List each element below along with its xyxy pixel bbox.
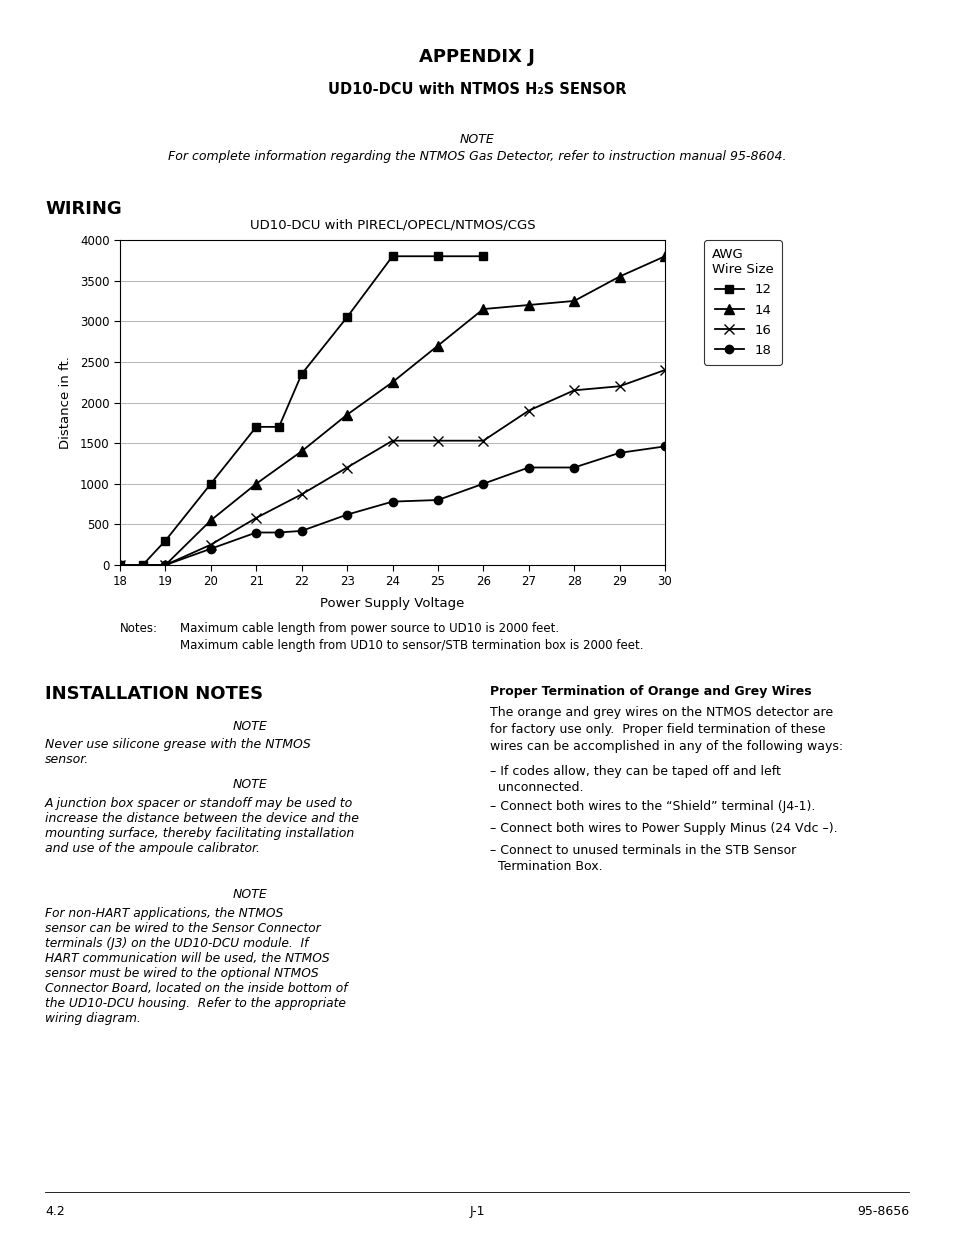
Y-axis label: Distance in ft.: Distance in ft. bbox=[58, 356, 71, 450]
Legend: 12, 14, 16, 18: 12, 14, 16, 18 bbox=[703, 240, 781, 366]
Text: – If codes allow, they can be taped off and left
  unconnected.: – If codes allow, they can be taped off … bbox=[490, 764, 781, 794]
Text: J-1: J-1 bbox=[469, 1205, 484, 1218]
Text: INSTALLATION NOTES: INSTALLATION NOTES bbox=[45, 685, 263, 703]
Text: Never use silicone grease with the NTMOS
sensor.: Never use silicone grease with the NTMOS… bbox=[45, 739, 311, 766]
Text: – Connect both wires to the “Shield” terminal (J4-1).: – Connect both wires to the “Shield” ter… bbox=[490, 800, 815, 813]
Text: NOTE: NOTE bbox=[233, 720, 267, 734]
Text: – Connect to unused terminals in the STB Sensor
  Termination Box.: – Connect to unused terminals in the STB… bbox=[490, 844, 796, 873]
Text: UD10-DCU with NTMOS H₂S SENSOR: UD10-DCU with NTMOS H₂S SENSOR bbox=[328, 82, 625, 98]
Text: Maximum cable length from UD10 to sensor/STB termination box is 2000 feet.: Maximum cable length from UD10 to sensor… bbox=[180, 638, 643, 652]
Title: UD10-DCU with PIRECL/OPECL/NTMOS/CGS: UD10-DCU with PIRECL/OPECL/NTMOS/CGS bbox=[250, 219, 535, 232]
Text: NOTE: NOTE bbox=[233, 778, 267, 790]
Text: NOTE: NOTE bbox=[459, 133, 494, 146]
Text: NOTE: NOTE bbox=[233, 888, 267, 902]
Text: For complete information regarding the NTMOS Gas Detector, refer to instruction : For complete information regarding the N… bbox=[168, 149, 785, 163]
Text: Proper Termination of Orange and Grey Wires: Proper Termination of Orange and Grey Wi… bbox=[490, 685, 811, 698]
Text: 4.2: 4.2 bbox=[45, 1205, 65, 1218]
Text: Maximum cable length from power source to UD10 is 2000 feet.: Maximum cable length from power source t… bbox=[180, 622, 558, 635]
X-axis label: Power Supply Voltage: Power Supply Voltage bbox=[320, 597, 464, 610]
Text: WIRING: WIRING bbox=[45, 200, 122, 219]
Text: APPENDIX J: APPENDIX J bbox=[418, 48, 535, 65]
Text: The orange and grey wires on the NTMOS detector are
for factory use only.  Prope: The orange and grey wires on the NTMOS d… bbox=[490, 706, 842, 753]
Text: Notes:: Notes: bbox=[120, 622, 158, 635]
Text: For non-HART applications, the NTMOS
sensor can be wired to the Sensor Connector: For non-HART applications, the NTMOS sen… bbox=[45, 906, 347, 1025]
Text: 95-8656: 95-8656 bbox=[856, 1205, 908, 1218]
Text: – Connect both wires to Power Supply Minus (24 Vdc –).: – Connect both wires to Power Supply Min… bbox=[490, 823, 837, 835]
Text: A junction box spacer or standoff may be used to
increase the distance between t: A junction box spacer or standoff may be… bbox=[45, 797, 358, 855]
